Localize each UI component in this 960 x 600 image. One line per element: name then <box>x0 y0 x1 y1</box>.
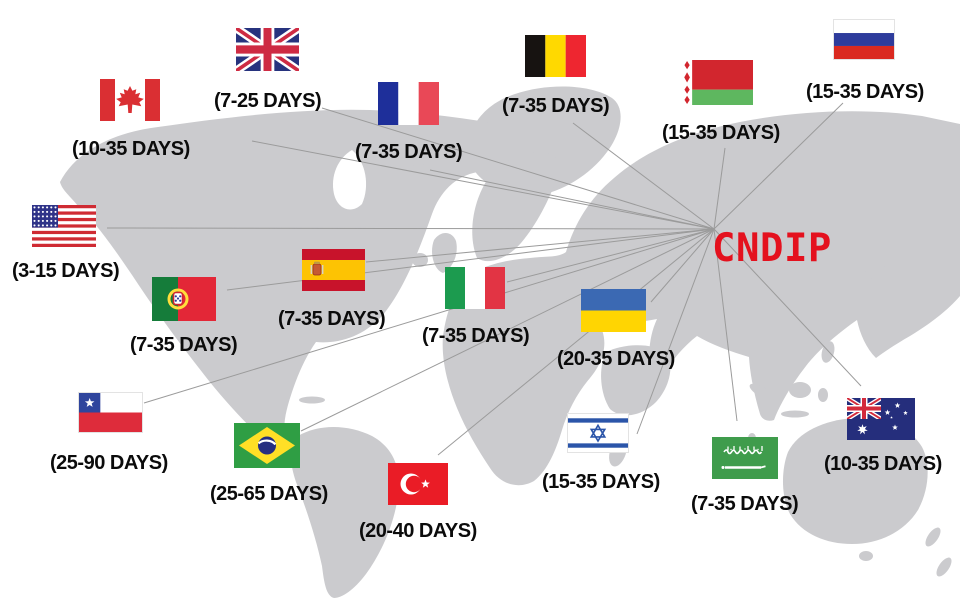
shipping-time-label-brazil: (25-65 DAYS) <box>210 483 328 505</box>
shipping-time-label-chile: (25-90 DAYS) <box>50 452 168 474</box>
shipping-time-label-israel: (15-35 DAYS) <box>542 471 660 493</box>
belgium-flag-icon <box>525 35 586 77</box>
route-line-uk <box>321 107 715 230</box>
australia-continent <box>782 417 928 544</box>
canada-flag-icon <box>100 79 160 121</box>
shipping-time-label-usa: (3-15 DAYS) <box>12 260 120 282</box>
eurasia <box>454 111 960 421</box>
israel-flag-icon <box>567 413 629 453</box>
portugal-flag-icon <box>152 277 216 321</box>
new-zealand-south <box>936 557 952 577</box>
arabia <box>601 345 671 416</box>
route-line-italy <box>506 228 715 283</box>
shipping-time-label-belarus: (15-35 DAYS) <box>662 122 780 144</box>
france-flag-icon <box>378 82 439 125</box>
shipping-time-label-turkey: (20-40 DAYS) <box>359 520 477 542</box>
route-line-russia <box>713 102 844 230</box>
shipping-time-label-russia: (15-35 DAYS) <box>806 81 924 103</box>
brand-wordmark: CNDIP <box>712 226 832 271</box>
borneo <box>789 382 811 398</box>
route-line-usa <box>106 227 715 230</box>
sulawesi <box>818 388 828 402</box>
new-zealand-north <box>925 527 941 547</box>
shipping-time-label-belgium: (7-35 DAYS) <box>502 95 610 117</box>
route-line-brazil <box>300 228 715 432</box>
scandinavia <box>472 151 559 262</box>
turkey-flag-icon <box>388 463 448 505</box>
belarus-flag-icon <box>682 60 753 105</box>
route-line-israel <box>636 228 715 435</box>
route-line-ukraine <box>650 228 715 303</box>
shipping-time-label-spain: (7-35 DAYS) <box>278 308 386 330</box>
iceland <box>410 164 430 176</box>
shipping-time-label-uk: (7-25 DAYS) <box>214 90 322 112</box>
shipping-time-label-australia: (10-35 DAYS) <box>824 453 942 475</box>
hudson-bay <box>332 150 367 210</box>
route-line-spain <box>365 228 715 263</box>
shipping-time-label-ukraine: (20-35 DAYS) <box>557 348 675 370</box>
chile-flag-icon <box>78 392 143 433</box>
tasmania <box>859 551 873 561</box>
shipping-time-label-saudi: (7-35 DAYS) <box>691 493 799 515</box>
japan-3 <box>862 270 872 284</box>
shipping-time-label-canada: (10-35 DAYS) <box>72 138 190 160</box>
route-line-belgium <box>572 122 715 230</box>
route-line-turkey <box>437 228 715 456</box>
russia-flag-icon <box>833 19 895 60</box>
japan-1 <box>870 252 886 272</box>
australia-flag-icon <box>847 398 915 440</box>
sumatra <box>749 383 775 401</box>
route-line-chile <box>143 228 715 404</box>
route-line-belarus <box>713 147 726 230</box>
spain-flag-icon <box>302 249 365 291</box>
ukraine-flag-icon <box>581 289 646 332</box>
route-line-france <box>429 169 715 230</box>
britain <box>432 232 457 273</box>
shipping-time-label-france: (7-35 DAYS) <box>355 141 463 163</box>
africa <box>442 287 605 486</box>
shipping-time-label-italy: (7-35 DAYS) <box>422 325 530 347</box>
south-america <box>291 427 399 598</box>
cuba <box>299 396 325 404</box>
java <box>781 410 809 418</box>
saudi-flag-icon <box>712 437 778 479</box>
italy-flag-icon <box>445 267 505 309</box>
brazil-flag-icon <box>234 423 300 468</box>
route-line-canada <box>251 140 715 230</box>
route-line-saudi <box>713 228 738 422</box>
shipping-time-label-portugal: (7-35 DAYS) <box>130 334 238 356</box>
usa-flag-icon <box>32 205 96 247</box>
route-line-australia <box>713 228 862 387</box>
japan-2 <box>883 234 897 250</box>
uk-flag-icon <box>236 28 299 71</box>
